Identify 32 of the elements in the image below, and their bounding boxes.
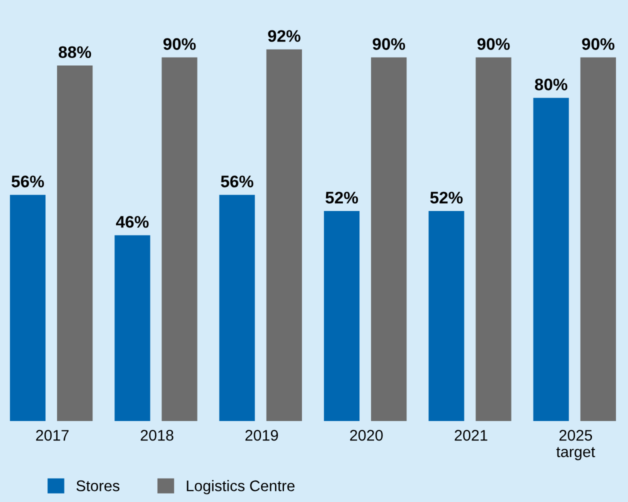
bar (114, 235, 150, 422)
data-label: 56% (12, 176, 44, 188)
bar (266, 49, 302, 422)
bar (533, 98, 569, 422)
x-tick-label: 2019 (245, 430, 278, 441)
data-label: 90% (477, 38, 510, 50)
data-label: 92% (268, 30, 300, 42)
bar (219, 194, 255, 422)
bar (10, 194, 46, 422)
bar (428, 211, 464, 422)
data-label: 88% (58, 46, 92, 58)
bar (162, 57, 198, 422)
data-label: 52% (326, 192, 358, 204)
bar (371, 57, 407, 422)
x-tick-label: 2025 target (556, 430, 596, 460)
x-tick-label: 2017 (36, 430, 69, 441)
data-label: 90% (372, 38, 406, 50)
bar (57, 65, 93, 422)
data-label: 52% (430, 192, 463, 204)
x-tick-label: 2020 (350, 430, 383, 441)
legend-label: Stores (76, 480, 120, 492)
bar (476, 57, 512, 422)
data-label: 46% (116, 216, 149, 228)
legend-label: Logistics Centre (186, 480, 294, 494)
bar (580, 57, 616, 422)
x-tick-label: 2018 (140, 430, 174, 441)
x-tick-label: 2021 (454, 430, 488, 441)
data-label: 80% (534, 78, 568, 90)
data-label: 90% (582, 38, 614, 50)
data-label: 56% (220, 176, 254, 188)
bar (324, 211, 360, 422)
data-label: 90% (163, 38, 196, 50)
